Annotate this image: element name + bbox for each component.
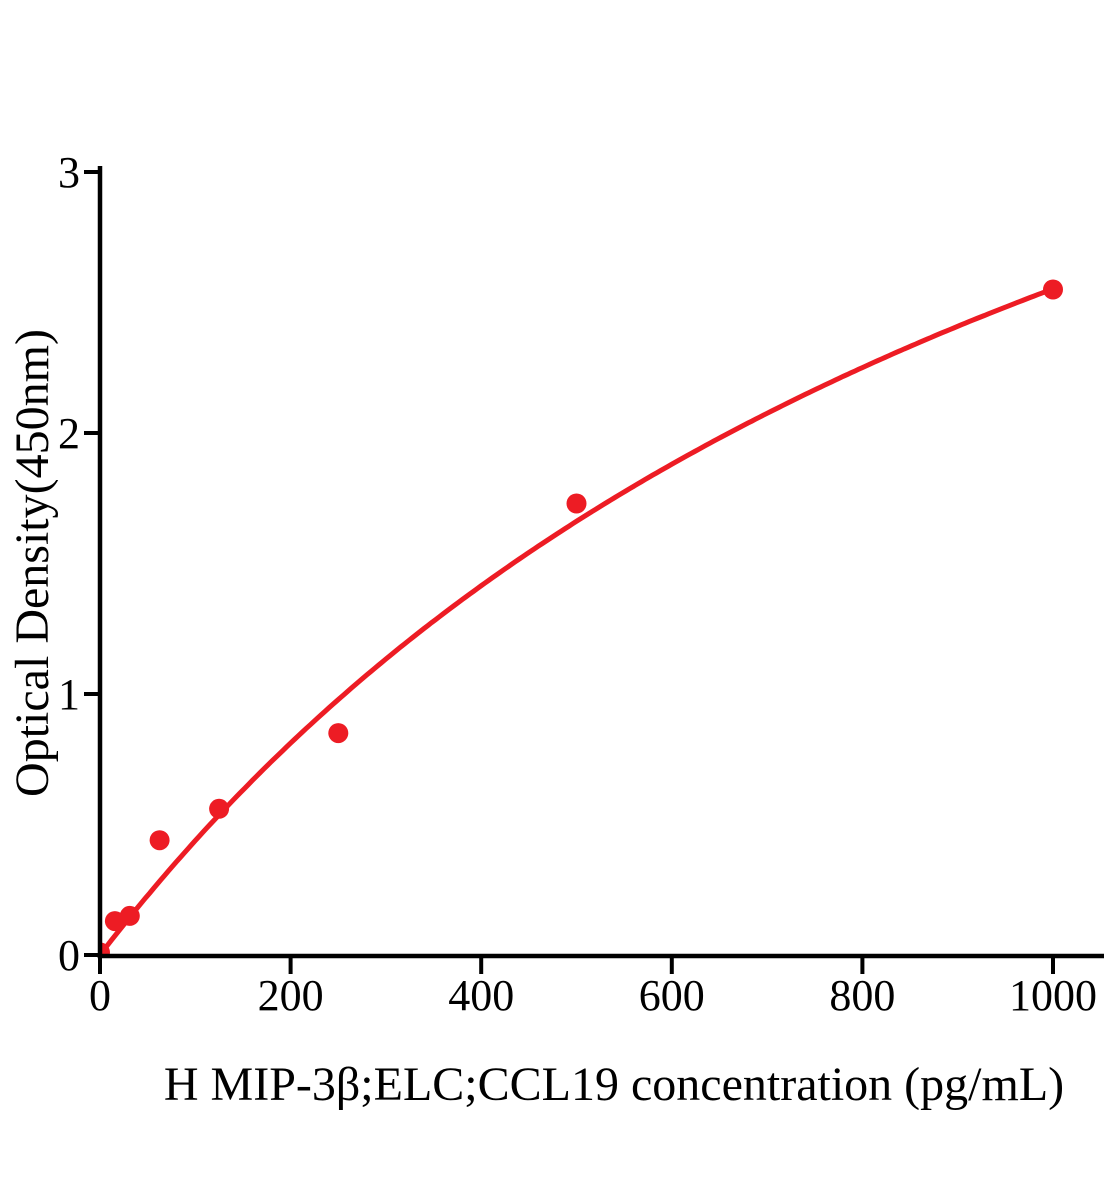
data-point <box>566 493 587 514</box>
data-point <box>100 942 110 956</box>
y-tick-label: 1 <box>58 670 80 719</box>
y-axis-title: Optical Density(450nm) <box>6 329 59 797</box>
x-tick-label: 0 <box>89 971 111 1020</box>
x-axis-tick-labels: 0 200 400 600 800 1000 <box>89 971 1097 1020</box>
y-axis-ticks <box>84 170 98 957</box>
fitted-curve-line <box>100 286 1054 956</box>
x-tick-label: 1000 <box>1009 971 1097 1020</box>
y-axis-tick-labels: 0 1 2 3 <box>58 148 80 980</box>
data-point <box>119 905 140 926</box>
data-point <box>149 830 170 851</box>
x-axis-title: H MIP-3β;ELC;CCL19 concentration (pg/mL) <box>164 1058 1064 1111</box>
data-points <box>100 279 1063 956</box>
x-tick-label: 400 <box>448 971 514 1020</box>
y-tick-label: 2 <box>58 409 80 458</box>
plot-area <box>100 279 1063 956</box>
x-tick-label: 800 <box>829 971 895 1020</box>
x-axis-ticks <box>98 958 1055 974</box>
axes <box>84 166 1104 974</box>
y-tick-label: 3 <box>58 148 80 197</box>
data-point <box>328 723 349 744</box>
data-point <box>1043 279 1063 300</box>
x-tick-label: 200 <box>258 971 324 1020</box>
data-point <box>209 798 230 819</box>
y-tick-label: 0 <box>58 931 80 980</box>
x-tick-label: 600 <box>639 971 705 1020</box>
